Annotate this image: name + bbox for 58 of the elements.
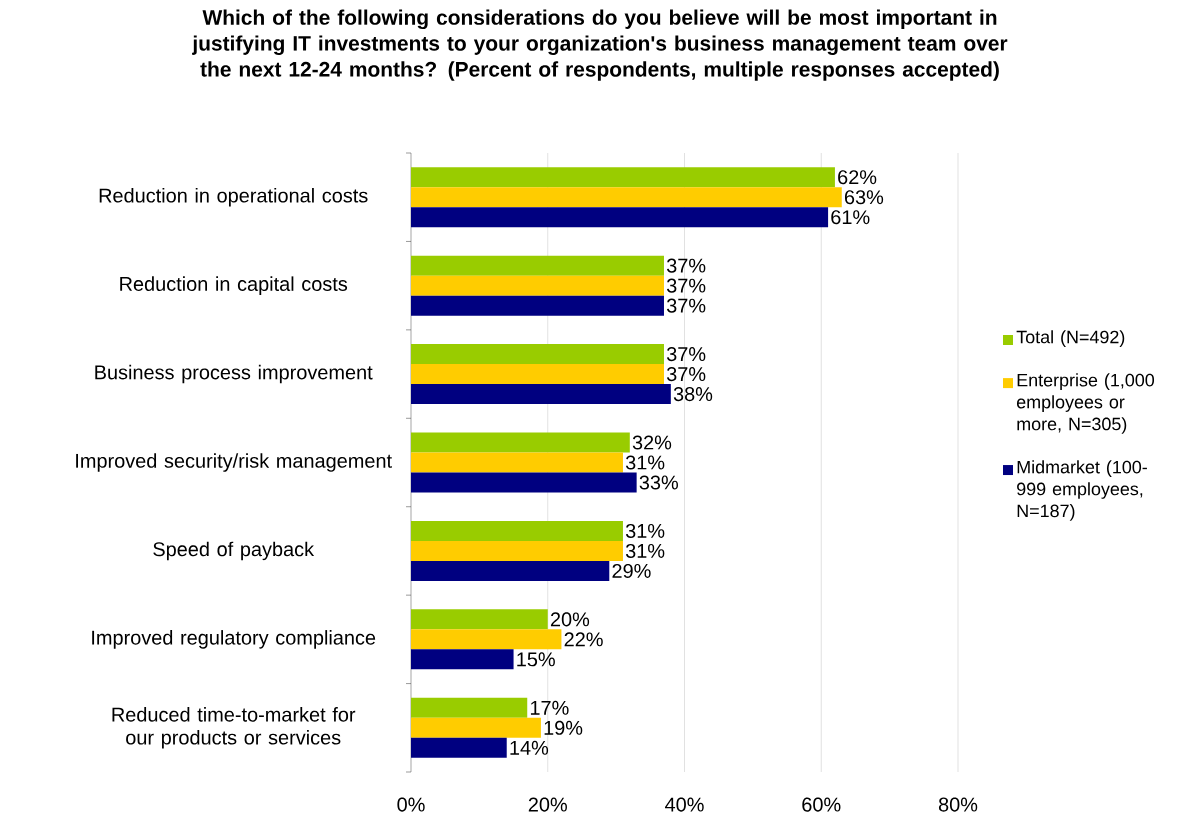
bar	[411, 364, 664, 385]
data-label: 33%	[639, 475, 678, 490]
x-tick-label: 0%	[397, 797, 425, 812]
data-label: 62%	[838, 170, 877, 185]
bar	[411, 187, 842, 208]
data-label: 31%	[625, 455, 665, 470]
data-label: 19%	[544, 720, 583, 735]
legend-label: Enterprise (1,000 employees or more, N=305)	[1016, 373, 1155, 434]
y-tick-label: Improved security/risk management	[76, 453, 392, 472]
x-tick-label: 20%	[528, 797, 567, 812]
y-tick-label: Speed of payback	[153, 541, 315, 561]
y-tick-label: Reduction in operational costs	[99, 187, 368, 207]
data-label: 38%	[673, 387, 713, 402]
data-label: 29%	[612, 563, 651, 578]
y-tick-label: Reduction in capital costs	[120, 276, 348, 295]
legend-label: Midmarket (100-999 employees, N=187)	[1017, 460, 1147, 521]
data-label: 31%	[625, 523, 665, 538]
legend-label: Total (N=492)	[1016, 330, 1125, 347]
x-tick-label: 40%	[665, 797, 704, 812]
bar	[411, 609, 548, 630]
data-label: 37%	[666, 367, 706, 382]
bar	[411, 295, 664, 316]
bar	[411, 520, 623, 541]
data-label: 37%	[666, 258, 706, 273]
x-tick-label: 80%	[938, 797, 978, 812]
bar	[411, 649, 514, 670]
bar	[411, 717, 541, 738]
bar	[411, 697, 528, 718]
bar	[411, 432, 630, 453]
x-tick-label: 60%	[802, 797, 841, 812]
data-label: 63%	[844, 190, 884, 205]
data-label: 17%	[530, 700, 569, 715]
data-label: 22%	[564, 632, 603, 647]
data-label: 37%	[666, 298, 706, 313]
bar	[411, 540, 623, 561]
bar	[411, 384, 671, 405]
bar	[411, 737, 507, 758]
data-label: 37%	[666, 347, 706, 362]
chart-title: Which of the following considerations do you believe will be most important in justifying IT investments to your organization's business management team over the next 12-24 months? (Percent of respondents, multiple responses accepted)	[192, 9, 1008, 81]
bar	[411, 472, 637, 493]
data-label: 31%	[625, 543, 665, 558]
data-label: 37%	[666, 278, 706, 293]
bar	[411, 275, 664, 296]
y-tick-label: Business process improvement	[95, 364, 373, 384]
bar	[411, 452, 623, 473]
bar	[411, 629, 562, 650]
bar	[411, 560, 610, 581]
y-tick-label: Improved regulatory compliance	[92, 630, 376, 649]
bar	[411, 207, 829, 228]
data-label: 20%	[550, 612, 590, 627]
bar	[411, 255, 664, 276]
data-label: 61%	[831, 210, 870, 225]
y-tick-label: Reduced time-to-market for our products or services	[112, 707, 356, 749]
bar	[411, 167, 835, 188]
data-label: 14%	[510, 740, 549, 755]
data-label: 15%	[517, 652, 555, 667]
bar	[411, 344, 664, 365]
data-label: 32%	[632, 435, 672, 450]
